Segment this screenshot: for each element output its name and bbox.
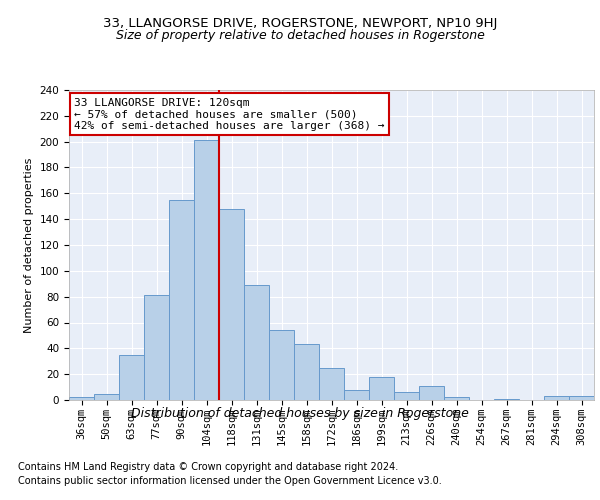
Bar <box>394 392 419 400</box>
Text: 33, LLANGORSE DRIVE, ROGERSTONE, NEWPORT, NP10 9HJ: 33, LLANGORSE DRIVE, ROGERSTONE, NEWPORT… <box>103 18 497 30</box>
Bar <box>269 330 294 400</box>
Bar <box>544 396 569 400</box>
Bar <box>144 296 169 400</box>
Y-axis label: Number of detached properties: Number of detached properties <box>24 158 34 332</box>
Text: Contains public sector information licensed under the Open Government Licence v3: Contains public sector information licen… <box>18 476 442 486</box>
Bar <box>319 368 344 400</box>
Bar <box>194 140 219 400</box>
Bar <box>169 200 194 400</box>
Bar <box>494 398 519 400</box>
Bar <box>444 398 469 400</box>
Bar <box>344 390 369 400</box>
Bar <box>219 209 244 400</box>
Text: Size of property relative to detached houses in Rogerstone: Size of property relative to detached ho… <box>116 29 484 42</box>
Bar <box>244 285 269 400</box>
Bar <box>569 396 594 400</box>
Text: Distribution of detached houses by size in Rogerstone: Distribution of detached houses by size … <box>131 408 469 420</box>
Bar <box>294 344 319 400</box>
Bar <box>94 394 119 400</box>
Bar <box>69 398 94 400</box>
Text: Contains HM Land Registry data © Crown copyright and database right 2024.: Contains HM Land Registry data © Crown c… <box>18 462 398 472</box>
Text: 33 LLANGORSE DRIVE: 120sqm
← 57% of detached houses are smaller (500)
42% of sem: 33 LLANGORSE DRIVE: 120sqm ← 57% of deta… <box>74 98 385 131</box>
Bar <box>419 386 444 400</box>
Bar <box>369 377 394 400</box>
Bar <box>119 355 144 400</box>
